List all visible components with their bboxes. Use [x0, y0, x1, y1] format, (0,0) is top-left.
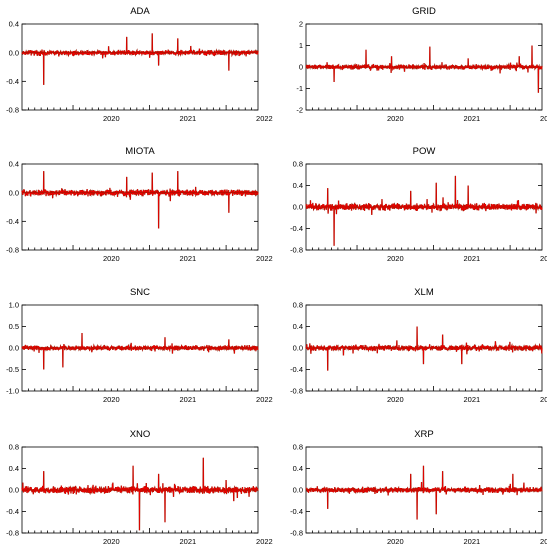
x-tick-label: 2022 — [540, 537, 547, 546]
x-tick-label: 2020 — [387, 395, 404, 404]
y-tick-label: 0.8 — [293, 301, 303, 310]
y-tick-label: -0.4 — [6, 507, 19, 516]
panel-ada: ADA 0.4 0.0 -0.4 -0.8 2020 2021 2022 — [6, 6, 273, 123]
series-shadow-line — [21, 332, 259, 370]
panel-miota: MIOTA 0.4 0.0 -0.4 -0.8 2020 2021 2022 — [6, 146, 273, 263]
y-tick-label: 0.4 — [293, 464, 303, 473]
x-tick-label: 2021 — [179, 114, 196, 123]
panel-title: SNC — [130, 287, 150, 298]
panel-title: MIOTA — [125, 146, 155, 157]
panel-grid: GRID 2 1 0 -1 -2 2020 2021 2022 — [296, 6, 547, 123]
x-tick-label: 2020 — [387, 114, 404, 123]
y-tick-label: -0.4 — [6, 77, 19, 86]
y-tick-label: -0.8 — [290, 387, 303, 396]
panel-title: POW — [413, 146, 436, 157]
series-line — [21, 332, 259, 370]
y-tick-label: -0.4 — [290, 224, 303, 233]
y-tick-label: 2 — [299, 20, 303, 29]
y-tick-label: 0.0 — [9, 188, 19, 197]
y-tick-label: -1.0 — [6, 387, 19, 396]
y-tick-label: -0.4 — [290, 507, 303, 516]
y-tick-label: -0.5 — [6, 365, 19, 374]
y-tick-label: 0.8 — [293, 443, 303, 452]
panel-xlm: XLM 0.8 0.4 0.0 -0.4 -0.8 2020 2021 2022 — [290, 287, 547, 404]
y-tick-label: 0.0 — [9, 48, 19, 57]
series-shadow-line — [305, 465, 543, 520]
x-tick-label: 2022 — [256, 395, 273, 404]
panel-title: XNO — [130, 429, 151, 440]
panel-title: XRP — [414, 429, 434, 440]
series-line — [21, 171, 259, 229]
series-line — [305, 45, 543, 93]
x-tick-label: 2022 — [256, 114, 273, 123]
series-line — [21, 33, 259, 85]
plot-frame — [21, 23, 259, 111]
y-tick-label: -0.8 — [290, 246, 303, 255]
x-tick-label: 2020 — [103, 114, 120, 123]
y-tick-label: -0.8 — [290, 529, 303, 538]
panel-title: XLM — [414, 287, 434, 298]
x-tick-label: 2021 — [179, 395, 196, 404]
y-tick-label: -0.8 — [6, 106, 19, 115]
y-tick-label: 0.4 — [293, 181, 303, 190]
panel-title: ADA — [130, 6, 150, 17]
x-tick-label: 2022 — [540, 114, 547, 123]
x-tick-label: 2021 — [463, 114, 480, 123]
y-tick-label: 1.0 — [9, 301, 19, 310]
x-tick-label: 2020 — [103, 254, 120, 263]
x-tick-label: 2021 — [179, 537, 196, 546]
y-tick-label: 0.0 — [9, 344, 19, 353]
x-tick-label: 2021 — [463, 395, 480, 404]
series-shadow-line — [21, 33, 259, 85]
y-tick-label: 0.5 — [9, 322, 19, 331]
y-tick-label: 0.4 — [9, 160, 19, 169]
x-tick-label: 2022 — [256, 254, 273, 263]
panel-title: GRID — [412, 6, 436, 17]
y-tick-label: -0.4 — [6, 217, 19, 226]
x-tick-label: 2020 — [387, 537, 404, 546]
x-tick-label: 2020 — [103, 537, 120, 546]
panel-pow: POW 0.8 0.4 0.0 -0.4 -0.8 2020 2021 2022 — [290, 146, 547, 263]
y-tick-label: 0.8 — [293, 160, 303, 169]
y-tick-label: 0.4 — [293, 322, 303, 331]
series-shadow-line — [21, 171, 259, 229]
x-tick-label: 2021 — [463, 254, 480, 263]
y-tick-label: 0.0 — [293, 486, 303, 495]
panel-xno: XNO 0.8 0.4 0.0 -0.4 -0.8 2020 2021 2022 — [6, 429, 273, 546]
series-shadow-line — [305, 175, 543, 246]
y-tick-label: 0.4 — [9, 20, 19, 29]
plot-frame — [21, 163, 259, 251]
y-tick-label: 0.0 — [293, 203, 303, 212]
series-line — [21, 457, 259, 531]
y-tick-label: -0.4 — [290, 365, 303, 374]
y-tick-label: 1 — [299, 41, 303, 50]
y-tick-label: 0.8 — [9, 443, 19, 452]
x-tick-label: 2022 — [540, 254, 547, 263]
y-tick-label: -0.8 — [6, 529, 19, 538]
y-tick-label: 0.0 — [293, 344, 303, 353]
y-tick-label: 0.0 — [9, 486, 19, 495]
series-line — [305, 175, 543, 246]
y-tick-label: -0.8 — [6, 246, 19, 255]
x-tick-label: 2021 — [463, 537, 480, 546]
panel-xrp: XRP 0.8 0.4 0.0 -0.4 -0.8 2020 2021 2022 — [290, 429, 547, 546]
x-tick-label: 2020 — [103, 395, 120, 404]
y-tick-label: -2 — [296, 106, 303, 115]
y-tick-label: 0.4 — [9, 464, 19, 473]
x-tick-label: 2022 — [256, 537, 273, 546]
x-tick-label: 2022 — [540, 395, 547, 404]
series-line — [305, 465, 543, 520]
panel-snc: SNC 1.0 0.5 0.0 -0.5 -1.0 2020 2021 2022 — [6, 287, 273, 404]
y-tick-label: 0 — [299, 63, 303, 72]
series-shadow-line — [305, 45, 543, 93]
y-tick-label: -1 — [296, 84, 303, 93]
x-tick-label: 2020 — [387, 254, 404, 263]
x-tick-label: 2021 — [179, 254, 196, 263]
